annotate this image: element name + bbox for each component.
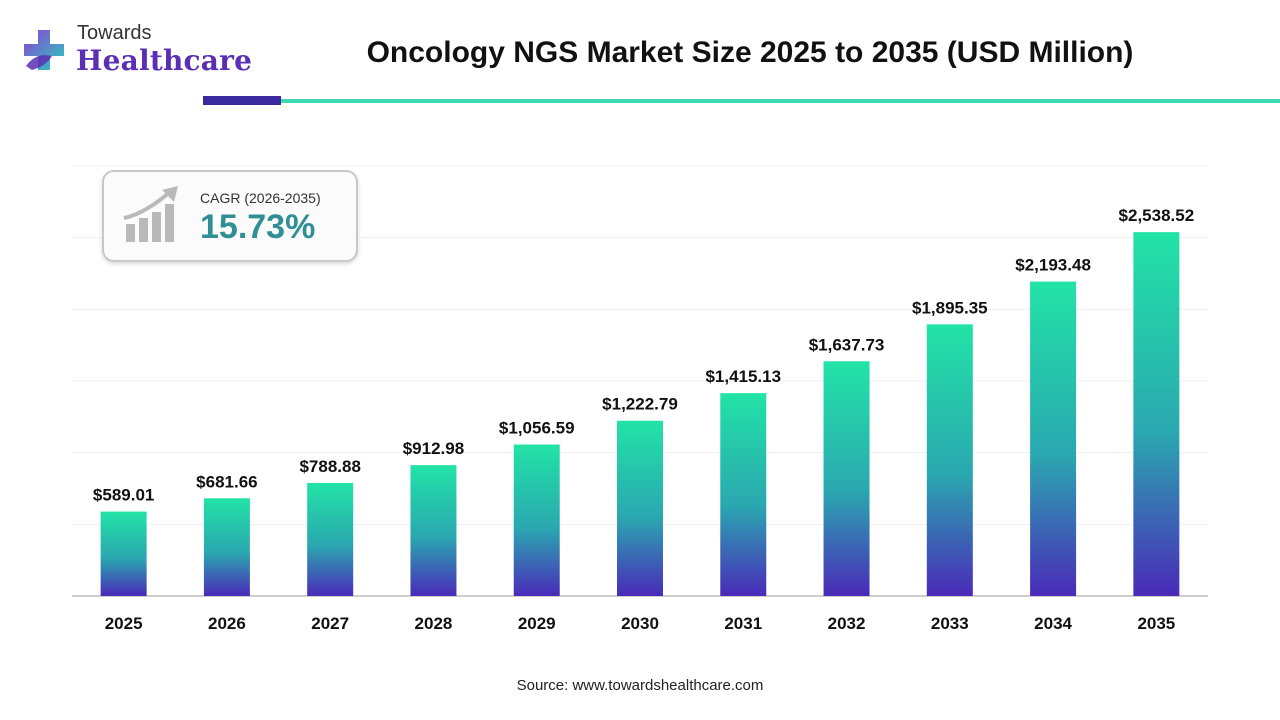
data-label-2034: $2,193.48: [1015, 256, 1091, 275]
data-label-2032: $1,637.73: [809, 335, 885, 354]
header-rule-accent: [203, 96, 281, 105]
bar-2026: [203, 498, 250, 596]
page-title: Oncology NGS Market Size 2025 to 2035 (U…: [366, 36, 1134, 69]
bar-2032: [823, 361, 870, 596]
x-tick-2028: 2028: [415, 614, 453, 633]
growth-chart-icon: [123, 186, 178, 242]
bar-2035: [1133, 232, 1180, 597]
brand-logo: Towards Healthcare: [20, 22, 253, 88]
data-label-2035: $2,538.52: [1119, 206, 1195, 225]
data-label-2033: $1,895.35: [912, 298, 988, 317]
data-label-2029: $1,056.59: [499, 419, 575, 438]
data-label-2026: $681.66: [196, 472, 257, 491]
logo-top-text: Towards: [77, 22, 152, 44]
cagr-label: CAGR (2026-2035): [200, 190, 321, 206]
logo-main-text: Healthcare: [76, 44, 253, 77]
source-note: Source: www.towardshealthcare.com: [516, 677, 764, 694]
x-tick-2035: 2035: [1137, 614, 1175, 633]
data-label-2031: $1,415.13: [705, 367, 781, 386]
bar-2030: [617, 420, 663, 596]
x-tick-2034: 2034: [1034, 614, 1072, 633]
x-tick-2025: 2025: [105, 614, 143, 633]
bar-2028: [410, 465, 457, 596]
data-label-2030: $1,222.79: [602, 395, 678, 414]
x-tick-2031: 2031: [724, 614, 762, 633]
bar-2031: [720, 393, 767, 596]
x-tick-2032: 2032: [828, 614, 866, 633]
bar-2029: [513, 444, 560, 596]
healthcare-cross-icon: [24, 30, 64, 70]
cagr-value: 15.73%: [200, 208, 316, 246]
x-tick-2033: 2033: [931, 614, 969, 633]
header-rule-line: [281, 99, 1280, 103]
bar-2034: [1030, 281, 1077, 596]
data-label-2028: $912.98: [403, 439, 464, 458]
x-tick-2030: 2030: [621, 614, 659, 633]
data-label-2027: $788.88: [299, 457, 360, 476]
x-tick-2026: 2026: [208, 614, 246, 633]
x-tick-2027: 2027: [311, 614, 349, 633]
bar-2033: [926, 324, 973, 596]
bar-2025: [100, 511, 147, 596]
cagr-box: CAGR (2026-2035) 15.73%: [102, 170, 358, 262]
bar-2027: [307, 482, 354, 596]
x-tick-2029: 2029: [518, 614, 556, 633]
data-label-2025: $589.01: [93, 486, 154, 505]
